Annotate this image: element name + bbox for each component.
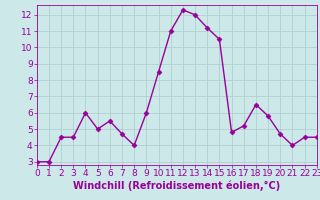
X-axis label: Windchill (Refroidissement éolien,°C): Windchill (Refroidissement éolien,°C) [73, 181, 280, 191]
